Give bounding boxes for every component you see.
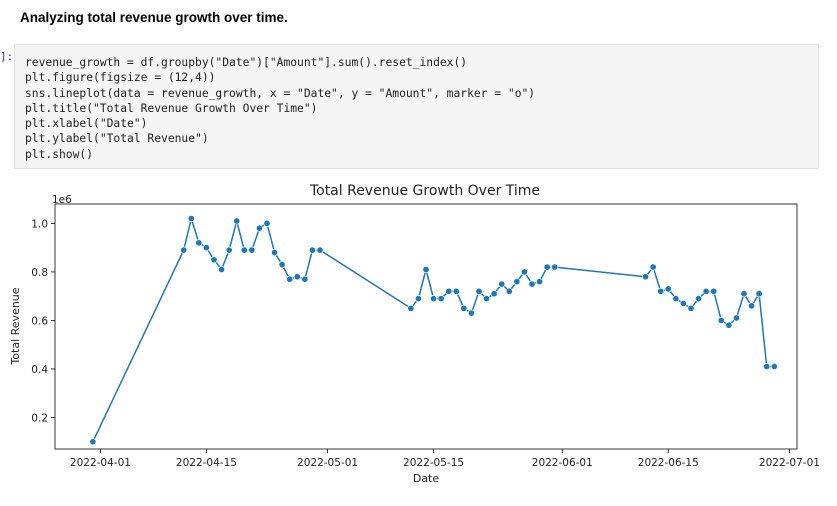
data-point	[218, 265, 226, 274]
x-tick-label: 2022-04-01	[70, 457, 131, 469]
data-point	[657, 287, 665, 295]
x-axis-label: Date	[413, 472, 440, 485]
data-point	[286, 275, 294, 283]
data-point	[642, 273, 650, 281]
data-point	[505, 287, 513, 295]
data-point	[717, 316, 725, 324]
y-offset-label: 1e6	[52, 194, 72, 206]
code-line: plt.title("Total Revenue Growth Over Tim…	[25, 101, 318, 115]
data-point	[240, 246, 248, 254]
x-axis: 2022-04-01 2022-04-15 2022-05-01 2022-05-15…	[70, 449, 820, 469]
data-point	[430, 295, 438, 303]
data-point	[483, 295, 491, 303]
data-point	[187, 215, 195, 223]
y-axis: 0.2 0.4 0.6 0.8 1.0	[31, 218, 55, 424]
y-tick-label: 1.0	[31, 218, 48, 230]
data-point	[551, 263, 559, 271]
data-point	[770, 362, 778, 371]
data-point	[763, 362, 771, 371]
code-line: plt.figure(figsize = (12,4))	[25, 71, 216, 85]
data-point	[679, 299, 687, 308]
code-line: plt.show()	[25, 147, 94, 161]
data-point	[475, 287, 483, 295]
data-point	[528, 280, 536, 288]
data-point	[687, 304, 695, 312]
data-point	[308, 246, 316, 254]
data-point	[664, 285, 672, 293]
code-editor[interactable]: revenue_growth = df.groupby("Date")["Amo…	[15, 45, 818, 162]
data-point	[672, 295, 680, 303]
data-point	[452, 287, 460, 295]
data-point	[271, 248, 279, 257]
code-line: plt.ylabel("Total Revenue")	[25, 132, 209, 146]
data-point	[755, 290, 763, 298]
code-cell[interactable]: revenue_growth = df.groupby("Date")["Amo…	[14, 44, 819, 169]
data-point	[536, 278, 544, 286]
cell-output: Total Revenue Growth Over Time 1e6 0.2 0.…	[0, 172, 837, 502]
data-point	[437, 295, 445, 303]
x-tick-label: 2022-05-01	[297, 457, 358, 469]
data-point	[225, 246, 233, 254]
data-point	[316, 246, 324, 254]
data-point	[89, 438, 97, 446]
data-point	[725, 321, 733, 329]
data-point	[695, 295, 703, 303]
data-point	[520, 268, 528, 276]
data-point	[460, 304, 468, 312]
y-tick-label: 0.4	[31, 364, 48, 376]
data-point	[210, 256, 218, 264]
data-point	[543, 263, 551, 271]
data-point	[293, 273, 301, 281]
data-point	[278, 261, 286, 269]
plot-area	[54, 203, 798, 450]
code-line: revenue_growth = df.groupby("Date")["Amo…	[25, 56, 468, 69]
x-tick-label: 2022-06-01	[532, 457, 593, 469]
code-line: sns.lineplot(data = revenue_growth, x = …	[25, 86, 536, 100]
data-point	[740, 290, 748, 298]
data-point	[255, 224, 263, 232]
data-point	[710, 287, 718, 295]
data-point	[649, 263, 657, 271]
x-tick-label: 2022-07-01	[759, 457, 820, 469]
data-point	[263, 219, 271, 227]
data-point	[490, 290, 498, 298]
data-point	[422, 265, 430, 274]
markdown-heading: Analyzing total revenue growth over time…	[20, 10, 288, 25]
code-line: plt.xlabel("Date")	[25, 117, 148, 131]
data-point	[732, 314, 740, 322]
chart-title: Total Revenue Growth Over Time	[309, 183, 540, 199]
data-point	[233, 217, 241, 225]
data-point	[467, 309, 475, 317]
data-point	[748, 302, 756, 310]
line-chart: Total Revenue Growth Over Time 1e6 0.20.…	[9, 183, 820, 485]
y-tick-label: 0.6	[31, 315, 48, 327]
data-point	[414, 295, 422, 303]
data-point	[248, 246, 256, 254]
x-tick-label: 2022-06-15	[638, 457, 699, 469]
data-point	[513, 278, 521, 286]
cell-prompt: ]:	[0, 50, 14, 63]
data-point	[702, 287, 710, 295]
data-point	[180, 246, 188, 254]
x-tick-label: 2022-05-15	[403, 457, 464, 469]
data-point	[498, 280, 506, 288]
x-tick-label: 2022-04-15	[176, 457, 237, 469]
series-line	[92, 215, 775, 443]
data-point	[301, 275, 309, 283]
series-markers	[89, 215, 778, 446]
data-point	[407, 304, 415, 312]
y-axis-label: Total Revenue	[9, 287, 22, 365]
y-tick-label: 0.8	[31, 267, 48, 279]
y-tick-label: 0.2	[31, 412, 48, 424]
data-point	[445, 287, 453, 295]
data-point	[202, 244, 210, 252]
data-point	[195, 239, 203, 247]
